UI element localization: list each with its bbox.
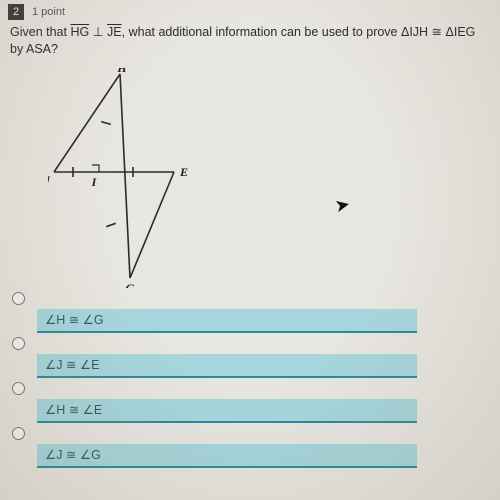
- option-row: ∠J ≅ ∠G: [8, 444, 492, 468]
- svg-text:G: G: [126, 281, 135, 288]
- radio-button[interactable]: [12, 292, 25, 305]
- option-bar[interactable]: ∠H ≅ ∠G: [37, 309, 417, 333]
- question-header: 2 1 point: [0, 0, 500, 22]
- question-text: Given that HG ⊥ JE, what additional info…: [0, 22, 500, 64]
- option-row: ∠H ≅ ∠G: [8, 309, 492, 333]
- answer-options: ∠H ≅ ∠G ∠J ≅ ∠E ∠H ≅ ∠E ∠J ≅ ∠G: [0, 290, 500, 482]
- option-row: [8, 337, 492, 350]
- option-bar[interactable]: ∠H ≅ ∠E: [37, 399, 417, 423]
- option-label: ∠H ≅ ∠E: [45, 402, 102, 417]
- figure-svg: H J I E G: [48, 68, 218, 288]
- geometry-figure: H J I E G: [48, 68, 218, 288]
- option-row: [8, 427, 492, 440]
- radio-button[interactable]: [12, 337, 25, 350]
- option-label: ∠J ≅ ∠G: [45, 447, 101, 462]
- option-row: [8, 292, 492, 305]
- question-number: 2: [13, 6, 19, 18]
- option-label: ∠J ≅ ∠E: [45, 357, 99, 372]
- svg-text:H: H: [116, 68, 127, 75]
- option-bar[interactable]: ∠J ≅ ∠E: [37, 354, 417, 378]
- option-row: ∠J ≅ ∠E: [8, 354, 492, 378]
- radio-button[interactable]: [12, 382, 25, 395]
- option-row: [8, 382, 492, 395]
- question-number-box: 2: [8, 4, 24, 20]
- segment-JE: JE: [107, 25, 122, 39]
- points-label: 1 point: [32, 6, 65, 18]
- svg-text:I: I: [91, 175, 98, 189]
- svg-text:J: J: [48, 173, 51, 187]
- radio-button[interactable]: [12, 427, 25, 440]
- option-label: ∠H ≅ ∠G: [45, 312, 104, 327]
- segment-HG: HG: [70, 25, 89, 39]
- option-row: ∠H ≅ ∠E: [8, 399, 492, 423]
- svg-text:E: E: [179, 165, 188, 179]
- option-bar[interactable]: ∠J ≅ ∠G: [37, 444, 417, 468]
- figure-container: H J I E G: [0, 64, 500, 290]
